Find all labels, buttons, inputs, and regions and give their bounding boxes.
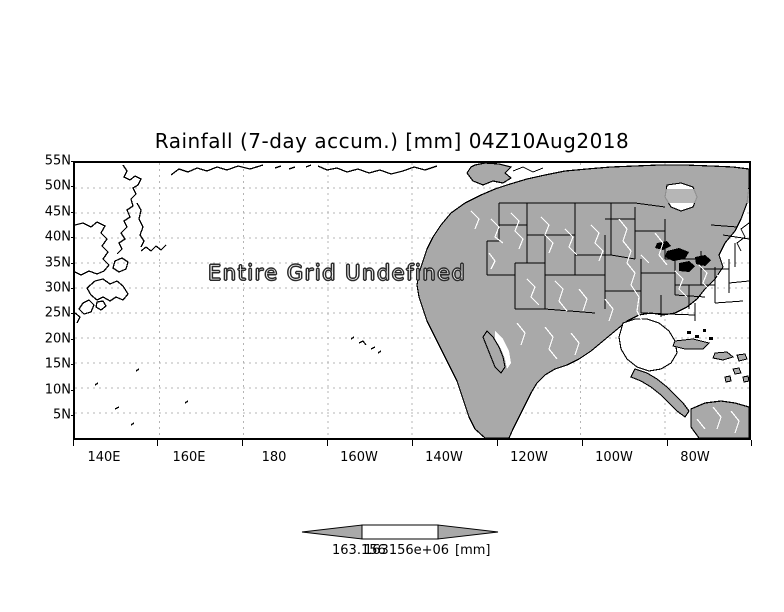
map-plot-area[interactable]	[73, 161, 751, 440]
y-axis-label-50n: 50N	[44, 178, 71, 194]
colorbar[interactable]: 163.156 163156e+06 [mm]	[300, 521, 500, 563]
y-axis-label-45n: 45N	[44, 204, 71, 220]
y-axis-label-20n: 20N	[44, 331, 71, 347]
x-tick	[157, 440, 158, 446]
page-title: Rainfall (7-day accum.) [mm] 04Z10Aug201…	[154, 129, 630, 153]
y-axis-label-15n: 15N	[44, 356, 71, 372]
bahamas	[687, 329, 713, 340]
alaska-region	[466, 163, 513, 186]
colorbar-swatch	[301, 524, 499, 540]
baja-california	[482, 330, 506, 374]
x-tick	[73, 440, 74, 446]
y-axis-label-10n: 10N	[44, 382, 71, 398]
asia-coastlines	[75, 164, 438, 426]
x-tick	[497, 440, 498, 446]
y-axis-label-35n: 35N	[44, 255, 71, 271]
x-axis-label-160w: 160W	[340, 450, 378, 465]
central-america	[630, 368, 690, 418]
latitude-axis: 55N 50N 45N 40N 35N 30N 25N 20N 15N 10N …	[25, 154, 77, 440]
y-axis-label-30n: 30N	[44, 280, 71, 296]
x-tick	[751, 440, 752, 446]
great-lakes	[655, 241, 711, 272]
x-axis-label-160e: 160E	[172, 450, 206, 465]
x-tick	[667, 440, 668, 446]
y-axis-label-40n: 40N	[44, 229, 71, 245]
x-axis-label-100w: 100W	[595, 450, 633, 465]
coastline-detail	[512, 166, 749, 252]
x-tick	[327, 440, 328, 446]
x-axis-label-140w: 140W	[425, 450, 463, 465]
longitude-axis: 140E 160E 180 160W 140W 120W 100W 80W	[73, 440, 752, 470]
colorbar-min-label: 163.156	[332, 543, 386, 558]
colorbar-max-label: 163156e+06	[364, 543, 450, 558]
x-axis-label-140e: 140E	[87, 450, 121, 465]
x-axis-label-120w: 120W	[510, 450, 548, 465]
x-axis-label-180: 180	[261, 450, 287, 465]
y-axis-label-25n: 25N	[44, 305, 71, 321]
y-axis-label-55n: 55N	[44, 153, 71, 169]
gulf-of-mexico	[618, 318, 678, 372]
data-domain-band	[515, 189, 749, 203]
x-tick	[582, 440, 583, 446]
gulf-of-california	[495, 331, 511, 369]
caribbean-islands	[672, 338, 749, 383]
x-axis-label-80w: 80W	[680, 450, 710, 465]
rivers	[470, 210, 746, 434]
x-tick	[242, 440, 243, 446]
x-tick	[412, 440, 413, 446]
colorbar-center-band	[361, 524, 439, 540]
gridlines	[75, 163, 749, 438]
colorbar-min-arrow	[301, 524, 363, 540]
north-america-landmass	[416, 163, 749, 438]
y-axis-label-5n: 5N	[53, 407, 71, 423]
colorbar-units-label: [mm]	[455, 543, 491, 558]
us-state-borders	[486, 202, 749, 321]
colorbar-max-arrow	[437, 524, 499, 540]
colorbar-labels: 163.156 163156e+06 [mm]	[300, 543, 500, 563]
map-canvas	[75, 163, 749, 438]
